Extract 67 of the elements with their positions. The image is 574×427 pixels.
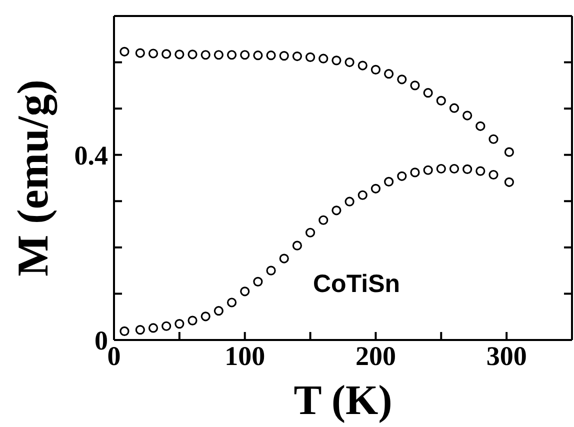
point (174, 319, 184, 329)
point (266, 266, 276, 276)
point (476, 121, 486, 131)
point (488, 170, 498, 180)
point (135, 48, 145, 58)
annotation: CoTiSn (313, 270, 400, 299)
point (476, 166, 486, 176)
point (214, 50, 224, 60)
point (449, 103, 460, 113)
point (120, 46, 130, 56)
point (384, 176, 394, 187)
point (423, 165, 433, 175)
point (200, 312, 210, 322)
point (370, 184, 381, 194)
point (305, 228, 316, 238)
point (462, 164, 472, 174)
point (305, 52, 316, 62)
point (332, 206, 342, 216)
point (370, 64, 381, 74)
point (148, 48, 158, 58)
point (344, 57, 354, 68)
x-tick-label: 200 (355, 341, 396, 372)
point (279, 254, 289, 264)
point (410, 80, 420, 90)
point (135, 325, 145, 335)
point (266, 50, 276, 60)
x-axis-title: T (K) (294, 378, 392, 424)
point (488, 134, 498, 144)
point (384, 69, 394, 79)
point (240, 50, 250, 60)
point (162, 49, 172, 59)
point (332, 56, 342, 66)
point (162, 321, 172, 331)
point (226, 298, 237, 308)
point (188, 316, 198, 326)
point (120, 326, 130, 336)
point (436, 96, 446, 106)
x-tick-label: 300 (486, 341, 527, 372)
point (292, 240, 302, 250)
point (174, 50, 184, 60)
point (279, 51, 289, 61)
point (240, 286, 250, 296)
point (318, 215, 328, 225)
point (344, 196, 354, 206)
point (200, 50, 210, 60)
point (253, 50, 263, 60)
point (436, 164, 446, 174)
point (358, 190, 368, 200)
point (253, 276, 263, 286)
x-tick-label: 100 (224, 341, 266, 372)
y-tick-label: 0.4 (74, 140, 108, 170)
y-axis-title: M (emu/g) (8, 80, 58, 276)
point (397, 171, 407, 181)
point (397, 74, 407, 84)
point (423, 88, 433, 98)
point (504, 177, 514, 187)
point (148, 323, 158, 333)
point (214, 306, 224, 316)
point (410, 168, 420, 178)
point (462, 110, 472, 120)
point (504, 147, 514, 157)
point (318, 54, 328, 64)
point (292, 51, 302, 62)
point (226, 50, 237, 60)
point (358, 60, 368, 70)
point (188, 50, 198, 60)
point (449, 164, 460, 174)
